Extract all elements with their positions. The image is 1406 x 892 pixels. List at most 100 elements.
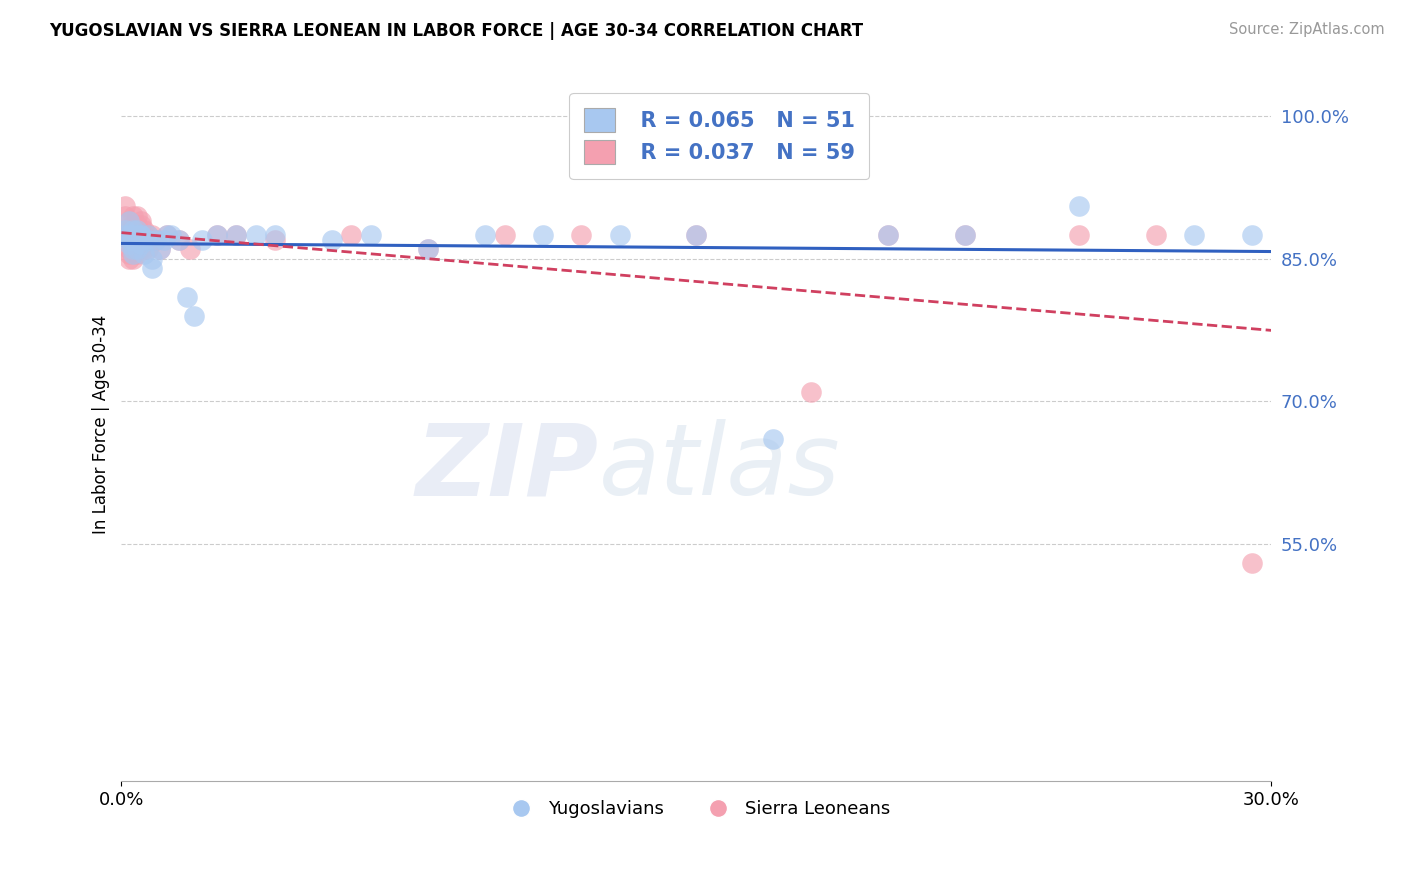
Point xyxy=(145,233,167,247)
Point xyxy=(136,227,159,242)
Point xyxy=(125,227,148,242)
Point xyxy=(122,209,145,223)
Point xyxy=(263,233,285,247)
Point xyxy=(118,223,141,237)
Point xyxy=(122,242,145,256)
Point xyxy=(167,233,190,247)
Point xyxy=(122,227,145,242)
Point xyxy=(118,252,141,266)
Point xyxy=(152,233,174,247)
Point xyxy=(1240,556,1263,570)
Point xyxy=(149,242,172,256)
Point xyxy=(136,242,159,256)
Point xyxy=(569,227,592,242)
Text: Source: ZipAtlas.com: Source: ZipAtlas.com xyxy=(1229,22,1385,37)
Point xyxy=(118,213,141,227)
Point xyxy=(1240,227,1263,242)
Point xyxy=(122,227,145,242)
Point xyxy=(494,227,516,242)
Point xyxy=(416,242,439,256)
Point xyxy=(149,242,172,256)
Point xyxy=(114,223,136,237)
Point xyxy=(125,219,148,233)
Point xyxy=(609,227,631,242)
Point xyxy=(118,227,141,242)
Point xyxy=(225,227,247,242)
Point xyxy=(1069,199,1091,213)
Point xyxy=(134,242,156,256)
Point xyxy=(207,227,229,242)
Point xyxy=(360,227,382,242)
Point xyxy=(134,233,156,247)
Point xyxy=(118,237,141,252)
Point xyxy=(114,227,136,242)
Point xyxy=(129,227,152,242)
Point xyxy=(122,223,145,237)
Point xyxy=(114,209,136,223)
Text: YUGOSLAVIAN VS SIERRA LEONEAN IN LABOR FORCE | AGE 30-34 CORRELATION CHART: YUGOSLAVIAN VS SIERRA LEONEAN IN LABOR F… xyxy=(49,22,863,40)
Point xyxy=(141,227,163,242)
Legend: Yugoslavians, Sierra Leoneans: Yugoslavians, Sierra Leoneans xyxy=(495,793,897,825)
Point xyxy=(129,219,152,233)
Point xyxy=(129,233,152,247)
Point xyxy=(129,237,152,252)
Point xyxy=(245,227,267,242)
Point xyxy=(136,233,159,247)
Point xyxy=(225,227,247,242)
Point xyxy=(122,252,145,266)
Point xyxy=(207,227,229,242)
Point xyxy=(685,227,707,242)
Point xyxy=(953,227,976,242)
Point xyxy=(191,233,214,247)
Point xyxy=(118,227,141,242)
Point xyxy=(134,227,156,242)
Point xyxy=(129,227,152,242)
Point xyxy=(340,227,363,242)
Point xyxy=(167,233,190,247)
Point xyxy=(156,227,179,242)
Point xyxy=(118,246,141,260)
Point xyxy=(122,233,145,247)
Point xyxy=(685,227,707,242)
Point xyxy=(125,242,148,256)
Point xyxy=(129,227,152,242)
Text: atlas: atlas xyxy=(599,419,841,516)
Point xyxy=(263,227,285,242)
Point xyxy=(179,242,201,256)
Point xyxy=(134,246,156,260)
Point xyxy=(125,237,148,252)
Point xyxy=(118,242,141,256)
Point xyxy=(114,223,136,237)
Point xyxy=(125,223,148,237)
Point xyxy=(125,242,148,256)
Point xyxy=(122,246,145,260)
Point xyxy=(953,227,976,242)
Point xyxy=(129,242,152,256)
Point xyxy=(118,213,141,227)
Point xyxy=(1184,227,1206,242)
Point xyxy=(160,227,183,242)
Point xyxy=(176,289,198,303)
Point xyxy=(1069,227,1091,242)
Point xyxy=(474,227,496,242)
Point xyxy=(125,227,148,242)
Point xyxy=(321,233,343,247)
Point xyxy=(118,227,141,242)
Point xyxy=(141,252,163,266)
Point xyxy=(125,209,148,223)
Point xyxy=(531,227,554,242)
Point xyxy=(145,233,167,247)
Point xyxy=(416,242,439,256)
Point xyxy=(129,213,152,227)
Point xyxy=(125,223,148,237)
Point xyxy=(122,223,145,237)
Point xyxy=(183,309,205,323)
Y-axis label: In Labor Force | Age 30-34: In Labor Force | Age 30-34 xyxy=(93,315,110,534)
Point xyxy=(125,227,148,242)
Point xyxy=(141,260,163,275)
Point xyxy=(156,227,179,242)
Point xyxy=(134,223,156,237)
Point xyxy=(129,233,152,247)
Point xyxy=(1144,227,1167,242)
Point xyxy=(122,246,145,260)
